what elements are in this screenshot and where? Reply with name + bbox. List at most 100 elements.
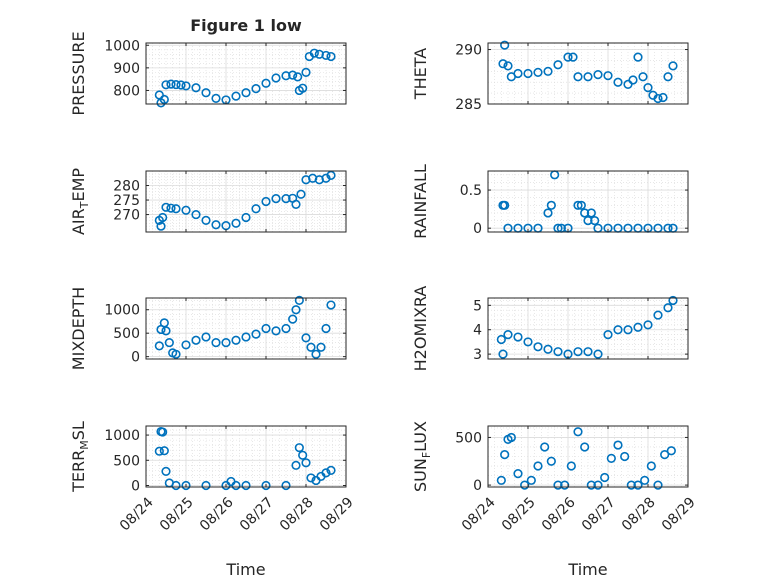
y-tick-label: 1000 xyxy=(104,428,140,444)
x-axis-label: Time xyxy=(225,560,265,579)
data-point xyxy=(643,83,653,93)
data-point xyxy=(251,329,261,339)
axes-mixdepth: 0 500 1000 MIXDEPTH xyxy=(69,287,347,370)
data-point xyxy=(553,480,563,490)
data-point xyxy=(498,349,508,359)
data-point xyxy=(211,220,221,230)
y-axis-label-main: SUN xyxy=(411,458,430,492)
data-point xyxy=(159,446,169,456)
data-point xyxy=(171,79,181,90)
data-point xyxy=(251,84,261,94)
data-point xyxy=(523,68,533,79)
data-point xyxy=(640,475,650,485)
data-point xyxy=(221,337,231,348)
data-point xyxy=(251,204,261,214)
data-point xyxy=(161,80,171,90)
data-point xyxy=(321,323,331,334)
data-point xyxy=(576,200,586,210)
data-point xyxy=(241,212,251,223)
data-point xyxy=(158,427,168,437)
x-axis-label: Time xyxy=(567,560,607,579)
data-point xyxy=(553,60,563,70)
data-point xyxy=(506,432,516,443)
data-point xyxy=(513,332,523,342)
data-point xyxy=(543,66,553,76)
data-point xyxy=(241,480,251,491)
axes-sun_flux: 0 500 08/24 08/25 08/26 08/27 08/28 08/29 Time SU… xyxy=(411,421,699,579)
data-point xyxy=(623,325,633,335)
data-point xyxy=(321,468,331,478)
axes-theta: 285 290 THETA xyxy=(411,40,689,113)
data-point xyxy=(288,314,298,324)
data-point xyxy=(326,51,336,62)
y-tick-label: 4 xyxy=(473,323,482,339)
data-point xyxy=(231,218,241,228)
data-point xyxy=(638,72,648,82)
data-point xyxy=(573,72,583,82)
data-point xyxy=(231,91,241,101)
data-point xyxy=(600,472,610,483)
y-tick-label: 3 xyxy=(473,347,482,363)
y-tick-label: 500 xyxy=(113,326,140,342)
data-point xyxy=(164,337,174,348)
data-point xyxy=(211,337,221,348)
data-point xyxy=(201,215,211,225)
data-point xyxy=(294,443,304,453)
data-point xyxy=(583,72,593,82)
data-point xyxy=(593,349,603,359)
y-axis-label: AIRTEMP xyxy=(69,168,91,235)
chart-title: Figure 1 low xyxy=(190,16,302,35)
y-axis-label: RAINFALL xyxy=(411,164,430,239)
data-point xyxy=(158,212,168,223)
data-point xyxy=(301,333,311,343)
data-point xyxy=(553,347,563,357)
data-point xyxy=(231,480,241,491)
x-tick-label: 08/28 xyxy=(619,494,659,534)
data-point xyxy=(573,347,583,357)
data-point xyxy=(201,480,211,491)
data-point xyxy=(291,199,301,210)
data-point xyxy=(301,458,311,468)
data-point xyxy=(583,215,593,226)
series-points xyxy=(496,427,676,490)
x-tick-label: 08/24 xyxy=(117,494,157,534)
y-tick-label: 275 xyxy=(113,193,140,209)
data-point xyxy=(181,81,191,91)
data-point xyxy=(546,456,556,466)
axes-box xyxy=(487,425,689,488)
data-point xyxy=(161,202,171,212)
y-axis-label-subscript: F xyxy=(420,452,433,458)
series-points xyxy=(154,295,336,359)
y-axis-label-suffix: LUX xyxy=(411,421,430,452)
y-tick-label: 285 xyxy=(455,97,482,113)
data-point xyxy=(241,332,251,342)
data-point xyxy=(156,221,166,231)
data-point xyxy=(161,326,171,336)
y-tick-label: 800 xyxy=(113,83,140,99)
data-point xyxy=(563,52,573,62)
data-point xyxy=(500,200,510,210)
data-point xyxy=(533,461,543,471)
data-point xyxy=(166,203,176,213)
y-axis-label-main: RAINFALL xyxy=(411,164,430,239)
data-point xyxy=(573,200,583,210)
y-tick-label: 0 xyxy=(473,478,482,494)
y-tick-label: 290 xyxy=(455,43,482,59)
data-point xyxy=(606,453,616,464)
data-point xyxy=(261,480,271,491)
data-point xyxy=(171,349,181,359)
data-point xyxy=(513,469,523,479)
y-axis-label-suffix: SL xyxy=(69,421,88,440)
data-point xyxy=(211,93,221,103)
data-point xyxy=(593,69,603,80)
data-point xyxy=(316,342,326,352)
data-point xyxy=(613,440,623,450)
y-axis-label-main: H2OMIXRA xyxy=(411,286,430,372)
axes-box xyxy=(487,42,689,105)
data-point xyxy=(533,67,543,78)
data-point xyxy=(620,451,630,462)
data-point xyxy=(298,450,308,460)
data-point xyxy=(496,334,506,345)
x-tick-label: 08/26 xyxy=(197,494,237,534)
